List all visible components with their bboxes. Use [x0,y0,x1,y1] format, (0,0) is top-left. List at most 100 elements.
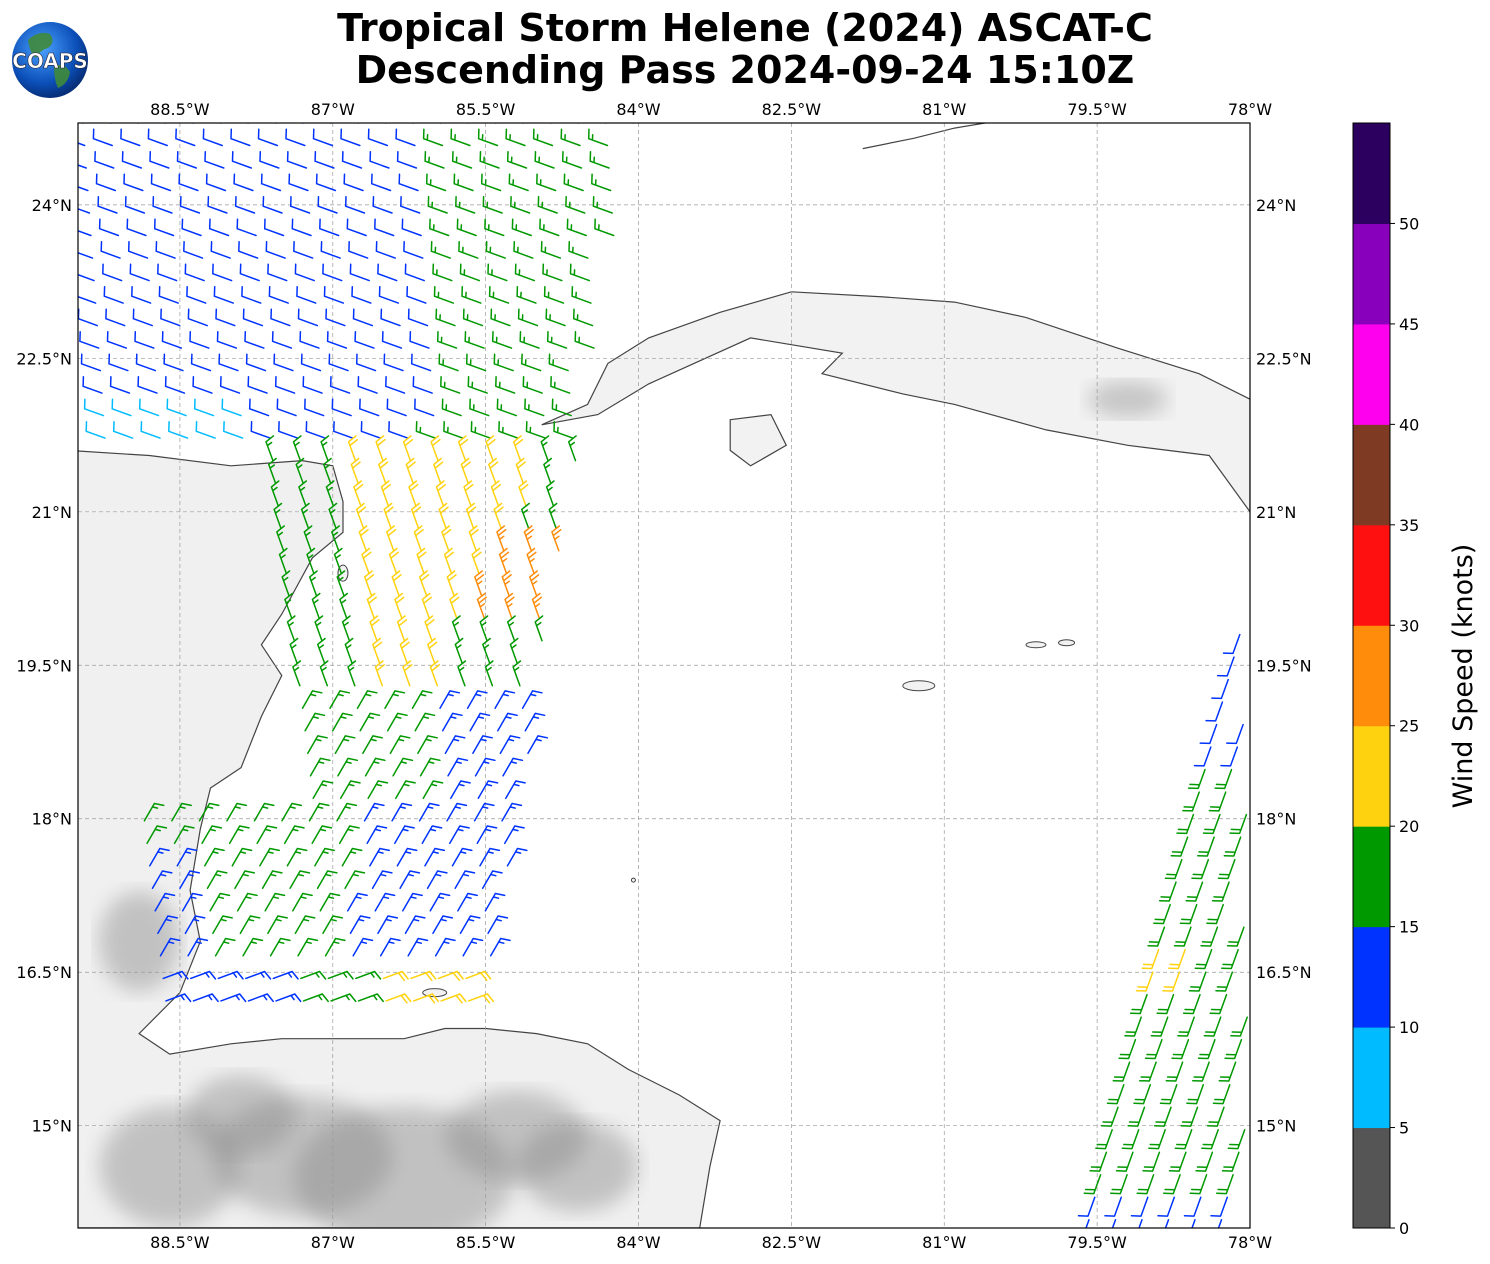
wind-barb [361,547,372,574]
colorbar-tick-label: 35 [1399,516,1419,535]
wind-barb [576,123,580,124]
wind-barb [1212,1084,1231,1105]
wind-barb [213,285,234,304]
wind-barb [307,735,328,755]
wind-barb [328,353,349,372]
wind-barb [499,735,521,755]
wind-barb [362,735,383,755]
wind-barb [331,398,352,417]
wind-barb [1185,881,1204,902]
wind-barb [1077,1196,1096,1217]
wind-barb [187,308,208,327]
wind-barb [78,251,94,259]
wind-barb [1173,926,1192,947]
wind-barb [248,398,270,417]
wind-barb [400,195,421,214]
wind-barb [347,660,357,687]
wind-barb [589,150,610,169]
wind-barb [333,421,354,439]
wind-barb [1135,971,1154,992]
wind-barb [230,128,251,147]
wind-barb [325,308,346,327]
wind-barb [377,263,398,282]
wind-barb [109,376,131,394]
wind-barb [146,825,168,845]
wind-barb [391,802,413,822]
wind-barb [520,502,530,529]
wind-barb [1223,836,1242,857]
lon-tick-label-bottom: 85.5°W [456,1233,516,1252]
wind-barb [1221,948,1239,970]
wind-barb [83,398,105,417]
wind-barb [504,592,515,619]
wind-barb [155,240,176,259]
wind-barb [102,263,123,282]
wind-barb [320,435,330,462]
wind-barb [451,150,473,169]
wind-barb [429,218,450,237]
wind-barb [511,218,532,237]
wind-barb [241,285,262,304]
wind-barb [256,825,278,845]
lat-tick-label-left: 16.5°N [16,963,72,982]
lon-tick-label-top: 88.5°W [150,100,210,119]
wind-barb [186,285,207,304]
wind-barb [366,825,388,845]
colorbar-swatch [1353,926,1390,1028]
wind-barb [529,570,540,597]
wind-barb [443,547,455,574]
wind-barb [300,353,322,372]
wind-barb [179,870,201,890]
wind-barb [294,263,315,282]
wind-barb [537,195,558,214]
colorbar-swatch [1353,524,1390,626]
wind-barb [1174,1129,1193,1150]
wind-barb [395,128,416,147]
wind-barb [427,195,448,214]
wind-barb [339,780,361,800]
wind-barb [563,173,584,192]
wind-barb [352,308,374,327]
wind-barb [498,421,519,439]
wind-barb [501,802,523,822]
wind-barb [565,195,586,214]
wind-barb [288,173,309,192]
wind-barb [1206,1106,1225,1127]
wind-barb [481,870,503,890]
wind-barb [378,285,400,304]
wind-barb [412,993,440,1004]
wind-barb [216,331,238,349]
wind-barb [379,937,401,957]
wind-barb [286,150,308,169]
wind-barb [1216,1174,1234,1195]
wind-barb [330,993,357,1003]
wind-barb [187,937,209,957]
wind-barb [1197,836,1215,857]
wind-barb [419,757,441,777]
wind-barb [469,398,490,417]
wind-barb [206,870,228,890]
wind-barb [234,195,256,214]
wind-barb [1118,1038,1137,1060]
wind-barb [260,173,282,192]
lon-tick-label-top: 85.5°W [456,100,516,119]
wind-barb [346,218,367,237]
wind-barb [245,353,267,372]
wind-barb [360,421,381,439]
wind-barb [1180,1106,1199,1127]
lat-tick-label-right: 15°N [1256,1117,1296,1136]
wind-barb [429,660,441,687]
wind-barb [477,780,499,800]
wind-barb [158,285,179,304]
wind-barb [509,637,519,664]
wind-barb [444,735,466,755]
wind-barb [1142,1151,1161,1172]
lon-tick-label-bottom: 88.5°W [150,1233,210,1252]
wind-barb [157,915,178,935]
wind-barb [331,525,340,552]
wind-barb [247,993,274,1003]
wind-barb [82,376,103,394]
wind-barb [209,892,231,912]
wind-barb [245,970,272,980]
wind-barb [347,435,359,462]
